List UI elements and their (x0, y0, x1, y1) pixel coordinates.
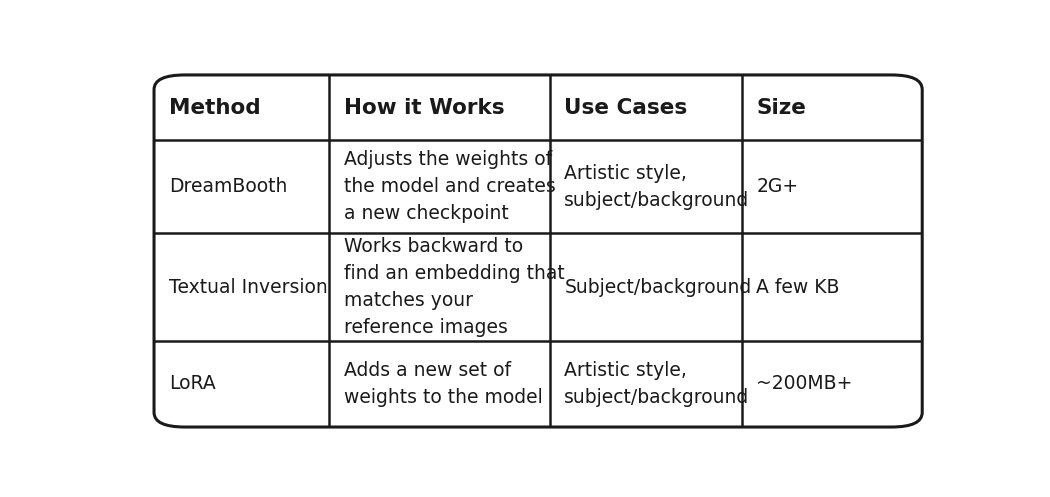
Text: Subject/background: Subject/background (564, 277, 752, 297)
Text: Artistic style,
subject/background: Artistic style, subject/background (564, 164, 750, 210)
Text: Works backward to
find an embedding that
matches your
reference images: Works backward to find an embedding that… (343, 237, 565, 337)
Text: How it Works: How it Works (343, 97, 504, 117)
Text: Size: Size (756, 97, 806, 117)
Text: Method: Method (169, 97, 260, 117)
Text: A few KB: A few KB (756, 277, 840, 297)
Text: Artistic style,
subject/background: Artistic style, subject/background (564, 361, 750, 407)
Text: ~200MB+: ~200MB+ (756, 374, 853, 394)
Text: DreamBooth: DreamBooth (169, 177, 287, 196)
FancyBboxPatch shape (154, 75, 922, 427)
Text: 2G+: 2G+ (756, 177, 798, 196)
Text: LoRA: LoRA (169, 374, 215, 394)
Text: Adjusts the weights of
the model and creates
a new checkpoint: Adjusts the weights of the model and cre… (343, 150, 555, 224)
Text: Textual Inversion: Textual Inversion (169, 277, 328, 297)
Text: Adds a new set of
weights to the model: Adds a new set of weights to the model (343, 361, 543, 407)
Text: Use Cases: Use Cases (564, 97, 688, 117)
